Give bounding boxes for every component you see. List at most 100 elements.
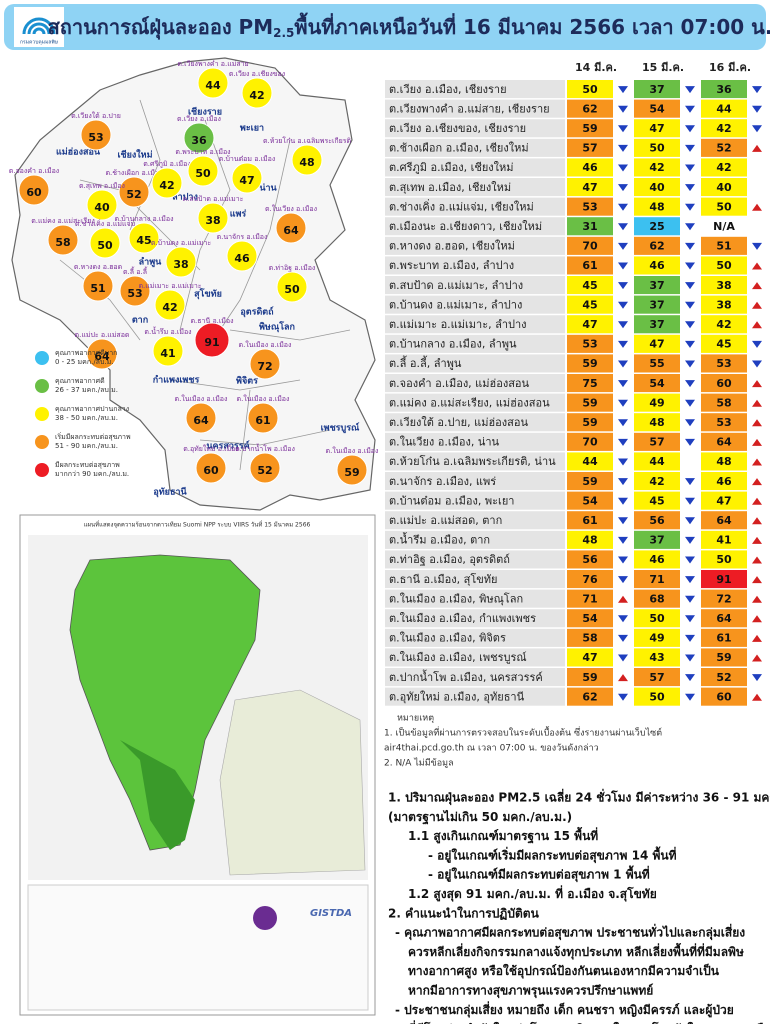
value-text: 48 bbox=[649, 416, 664, 429]
station-value: 53 bbox=[127, 287, 142, 300]
value-cell bbox=[701, 609, 747, 628]
value-cell bbox=[567, 550, 613, 569]
station-value: 51 bbox=[90, 282, 105, 295]
trend-down bbox=[685, 419, 695, 427]
value-text: 47 bbox=[582, 318, 597, 331]
day-header: 15 มี.ค. bbox=[642, 61, 684, 74]
station-label: ต.ลี้ อ.ลี้ bbox=[123, 265, 148, 276]
trend-down bbox=[618, 203, 628, 211]
station-name: ต.หางดง อ.ฮอด, เชียงใหม่ bbox=[389, 240, 515, 253]
name-cell bbox=[385, 511, 565, 530]
station-marker bbox=[154, 289, 186, 321]
station-name: ต.ช่างเคิ่ง อ.แม่แจ่ม, เชียงใหม่ bbox=[389, 198, 534, 213]
notes: หมายเหตุ 1. เป็นข้อมูลที่ผ่านการตรวจสอบใน… bbox=[384, 714, 662, 769]
station-label: ต.แม่ปะ อ.แม่สอด bbox=[75, 331, 130, 339]
logo-icon bbox=[22, 17, 56, 35]
province-label: พิจิตร bbox=[236, 376, 258, 387]
legend-label: คุณภาพอากาศปานกลาง bbox=[55, 405, 129, 413]
value-text: 76 bbox=[582, 573, 598, 586]
legend-label: คุณภาพอากาศดีมาก bbox=[55, 349, 117, 357]
station-label: ต.จองคำ อ.เมือง bbox=[9, 167, 59, 175]
note-line: 2. N/A ไม่มีข้อมูล bbox=[384, 758, 454, 769]
station-marker bbox=[276, 271, 308, 303]
trend-up bbox=[752, 144, 762, 152]
value-cell bbox=[567, 315, 613, 334]
value-text: 50 bbox=[649, 690, 665, 703]
value-text: 37 bbox=[649, 298, 664, 311]
province-label: พิษณุโลก bbox=[259, 321, 295, 333]
summary-line: - คุณภาพอากาศมีผลกระทบต่อสุขภาพ ประชาชนท… bbox=[395, 924, 745, 941]
province-label: แพร่ bbox=[230, 209, 247, 220]
value-cell bbox=[567, 628, 613, 647]
trend-up bbox=[752, 536, 762, 544]
day-header: 14 มี.ค. bbox=[575, 61, 617, 74]
station-label: ต.บ้านต๋อม อ.เมือง bbox=[219, 155, 276, 163]
province-label: เพชรบูรณ์ bbox=[321, 422, 360, 434]
trend-down bbox=[618, 536, 628, 544]
value-cell bbox=[567, 197, 613, 216]
value-text: 71 bbox=[582, 592, 597, 605]
trend-down bbox=[685, 262, 695, 270]
station-name: ต.บ้านต๋อม อ.เมือง, พะเยา bbox=[389, 494, 514, 507]
value-text: 57 bbox=[649, 671, 664, 684]
value-text: 45 bbox=[582, 279, 597, 292]
value-text: 46 bbox=[649, 553, 665, 566]
station-name: ต.ศรีภูมิ อ.เมือง, เชียงใหม่ bbox=[389, 161, 514, 174]
value-cell bbox=[701, 256, 747, 275]
station-name: ต.ลี้ อ.ลี้, ลำพูน bbox=[389, 355, 462, 370]
name-cell bbox=[385, 648, 565, 667]
station-marker bbox=[249, 452, 281, 484]
legend-label: มีผลกระทบต่อสุขภาพ bbox=[55, 461, 120, 469]
station-value: 40 bbox=[94, 201, 110, 214]
station-value: 52 bbox=[126, 188, 141, 201]
legend-swatch bbox=[35, 463, 49, 477]
station-value: 48 bbox=[299, 156, 314, 169]
value-text: 43 bbox=[649, 651, 664, 664]
value-text: 52 bbox=[716, 671, 731, 684]
station-label: ต.สบป้าด อ.แม่เมาะ bbox=[183, 195, 244, 203]
station-marker bbox=[151, 167, 183, 199]
value-text: 62 bbox=[582, 102, 597, 115]
trend-up bbox=[752, 615, 762, 623]
value-cell bbox=[634, 217, 680, 236]
station-marker bbox=[165, 246, 197, 278]
station-label: ต.ในเมือง อ.เมือง bbox=[239, 340, 292, 349]
value-text: 61 bbox=[716, 632, 731, 645]
trend-down bbox=[618, 654, 628, 662]
station-label: ต.ในเมือง อ.เมือง bbox=[237, 394, 290, 403]
name-cell bbox=[385, 315, 565, 334]
trend-down bbox=[752, 340, 762, 348]
value-cell bbox=[634, 687, 680, 706]
trend-down bbox=[685, 86, 695, 94]
trend-down bbox=[618, 497, 628, 505]
value-cell bbox=[701, 276, 747, 295]
value-cell bbox=[567, 276, 613, 295]
trend-down bbox=[685, 223, 695, 231]
agency-logo bbox=[253, 906, 277, 930]
value-cell bbox=[701, 589, 747, 608]
name-cell bbox=[385, 628, 565, 647]
value-text: 60 bbox=[716, 690, 732, 703]
value-cell bbox=[701, 570, 747, 589]
legend-swatch bbox=[35, 379, 49, 393]
value-cell bbox=[634, 178, 680, 197]
value-cell bbox=[634, 628, 680, 647]
value-text: 40 bbox=[649, 181, 665, 194]
trend-down bbox=[685, 556, 695, 564]
value-cell bbox=[634, 648, 680, 667]
trend-down bbox=[618, 262, 628, 270]
name-cell bbox=[385, 550, 565, 569]
province-label: สุโขทัย bbox=[194, 288, 222, 300]
station-value: 60 bbox=[26, 186, 42, 199]
arrow-cell bbox=[747, 158, 767, 177]
trend-down bbox=[752, 360, 762, 368]
map-outline bbox=[11, 57, 376, 511]
station-name: ต.แม่ปะ อ.แม่สอด, ตาก bbox=[389, 514, 502, 527]
value-text: 37 bbox=[649, 83, 664, 96]
fire-map-legend bbox=[27, 884, 369, 1011]
name-cell bbox=[385, 530, 565, 549]
table: 14 มี.ค. 15 มี.ค. 16 มี.ค. ต.เวียง อ.เมือง,… bbox=[385, 61, 767, 706]
value-cell bbox=[701, 80, 747, 99]
legend-range: 38 - 50 มคก./ลบ.ม. bbox=[55, 414, 118, 422]
trend-down bbox=[685, 517, 695, 525]
